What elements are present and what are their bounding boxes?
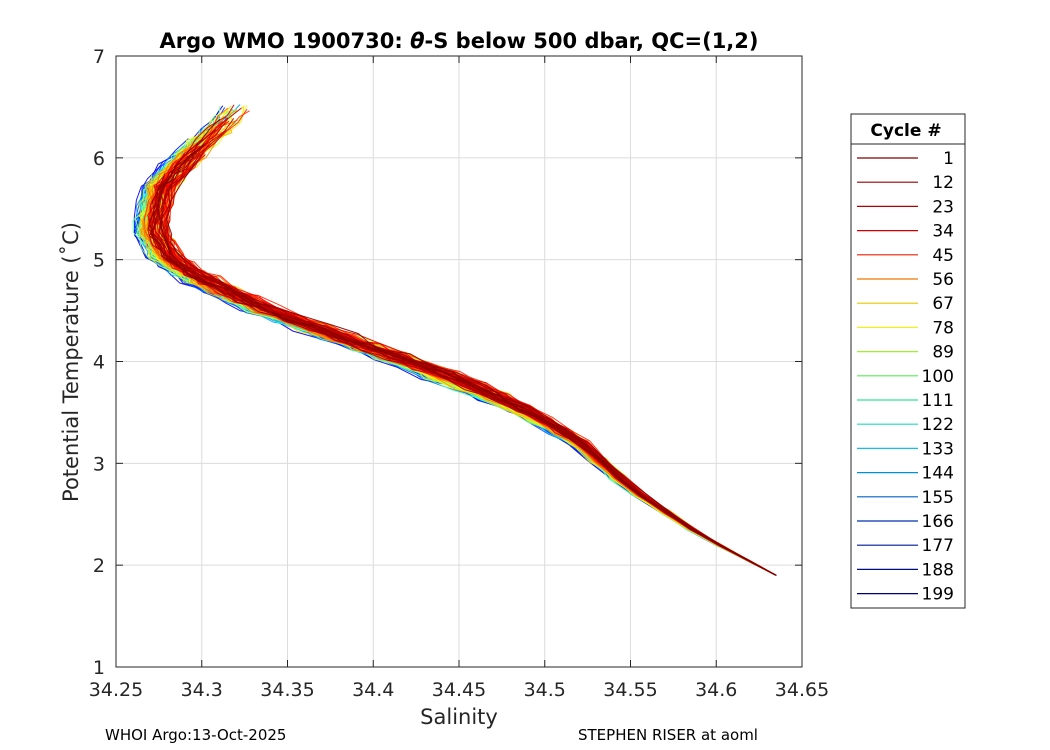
legend-label: 89 [932,343,954,363]
x-tick-label: 34.25 [89,679,143,701]
legend-label: 67 [932,294,954,314]
y-tick-label: 4 [93,352,105,374]
footer-left: WHOI Argo:13-Oct-2025 [105,726,287,744]
legend-label: 122 [922,415,954,435]
legend-label: 155 [922,488,954,508]
x-tick-label: 34.6 [695,679,737,701]
x-tick-label: 34.55 [603,679,657,701]
profiles [132,104,777,576]
cycle-profile-line [159,152,777,576]
y-tick-label: 1 [93,657,105,679]
legend-title: Cycle # [870,121,941,141]
legend-label: 1 [943,149,954,169]
legend-entries: 1 12 23 34 45 56 67 78 89 100 111 122 133 144 155 166 17… [857,149,954,605]
legend-label: 199 [922,585,954,605]
legend-label: 188 [922,560,954,580]
legend-label: 133 [922,439,954,459]
x-tick-label: 34.65 [775,679,829,701]
legend-label: 177 [922,536,954,556]
chart-title: Argo WMO 1900730: θ-S below 500 dbar, QC… [159,29,758,53]
legend-label: 34 [932,222,954,242]
legend-label: 12 [932,173,954,193]
footer-right: STEPHEN RISER at aoml [578,726,758,744]
x-tick-label: 34.4 [352,679,394,701]
y-tick-label: 6 [93,148,105,170]
x-tick-label: 34.3 [181,679,223,701]
legend-box [850,113,966,609]
legend-label: 144 [922,464,954,484]
x-tick-label: 34.45 [432,679,486,701]
y-axis-label: Potential Temperature (˚C) [59,222,83,502]
cycle-profile-line [163,129,777,576]
cycle-profile-line [148,118,777,576]
legend-label: 23 [932,197,954,217]
legend-label: 56 [932,270,954,290]
chart-title-prefix: Argo WMO 1900730: [159,29,410,53]
x-axis-label: Salinity [420,705,498,729]
y-tick-label: 5 [93,250,105,272]
legend-label: 100 [922,367,954,387]
chart-title-suffix: -S below 500 dbar, QC=(1,2) [425,29,759,53]
legend-label: 166 [922,512,954,532]
cycle-profile-line [165,152,777,576]
y-tick-label: 7 [93,46,105,68]
x-tick-label: 34.5 [524,679,566,701]
legend-label: 78 [932,318,954,338]
y-tick-label: 3 [93,453,105,475]
legend-label: 111 [922,391,954,411]
chart-title-theta: θ [410,29,424,53]
x-tick-label: 34.35 [260,679,314,701]
y-tick-label: 2 [93,555,105,577]
legend-label: 45 [932,246,954,266]
legend: Cycle # 1 12 23 34 45 56 67 78 89 100 111 122 133 144… [850,113,966,609]
axis-ticks: 34.25 34.3 34.35 34.4 34.45 34.5 34.55 34.6 34.6… [89,46,829,701]
cycle-profile-line [157,144,777,576]
